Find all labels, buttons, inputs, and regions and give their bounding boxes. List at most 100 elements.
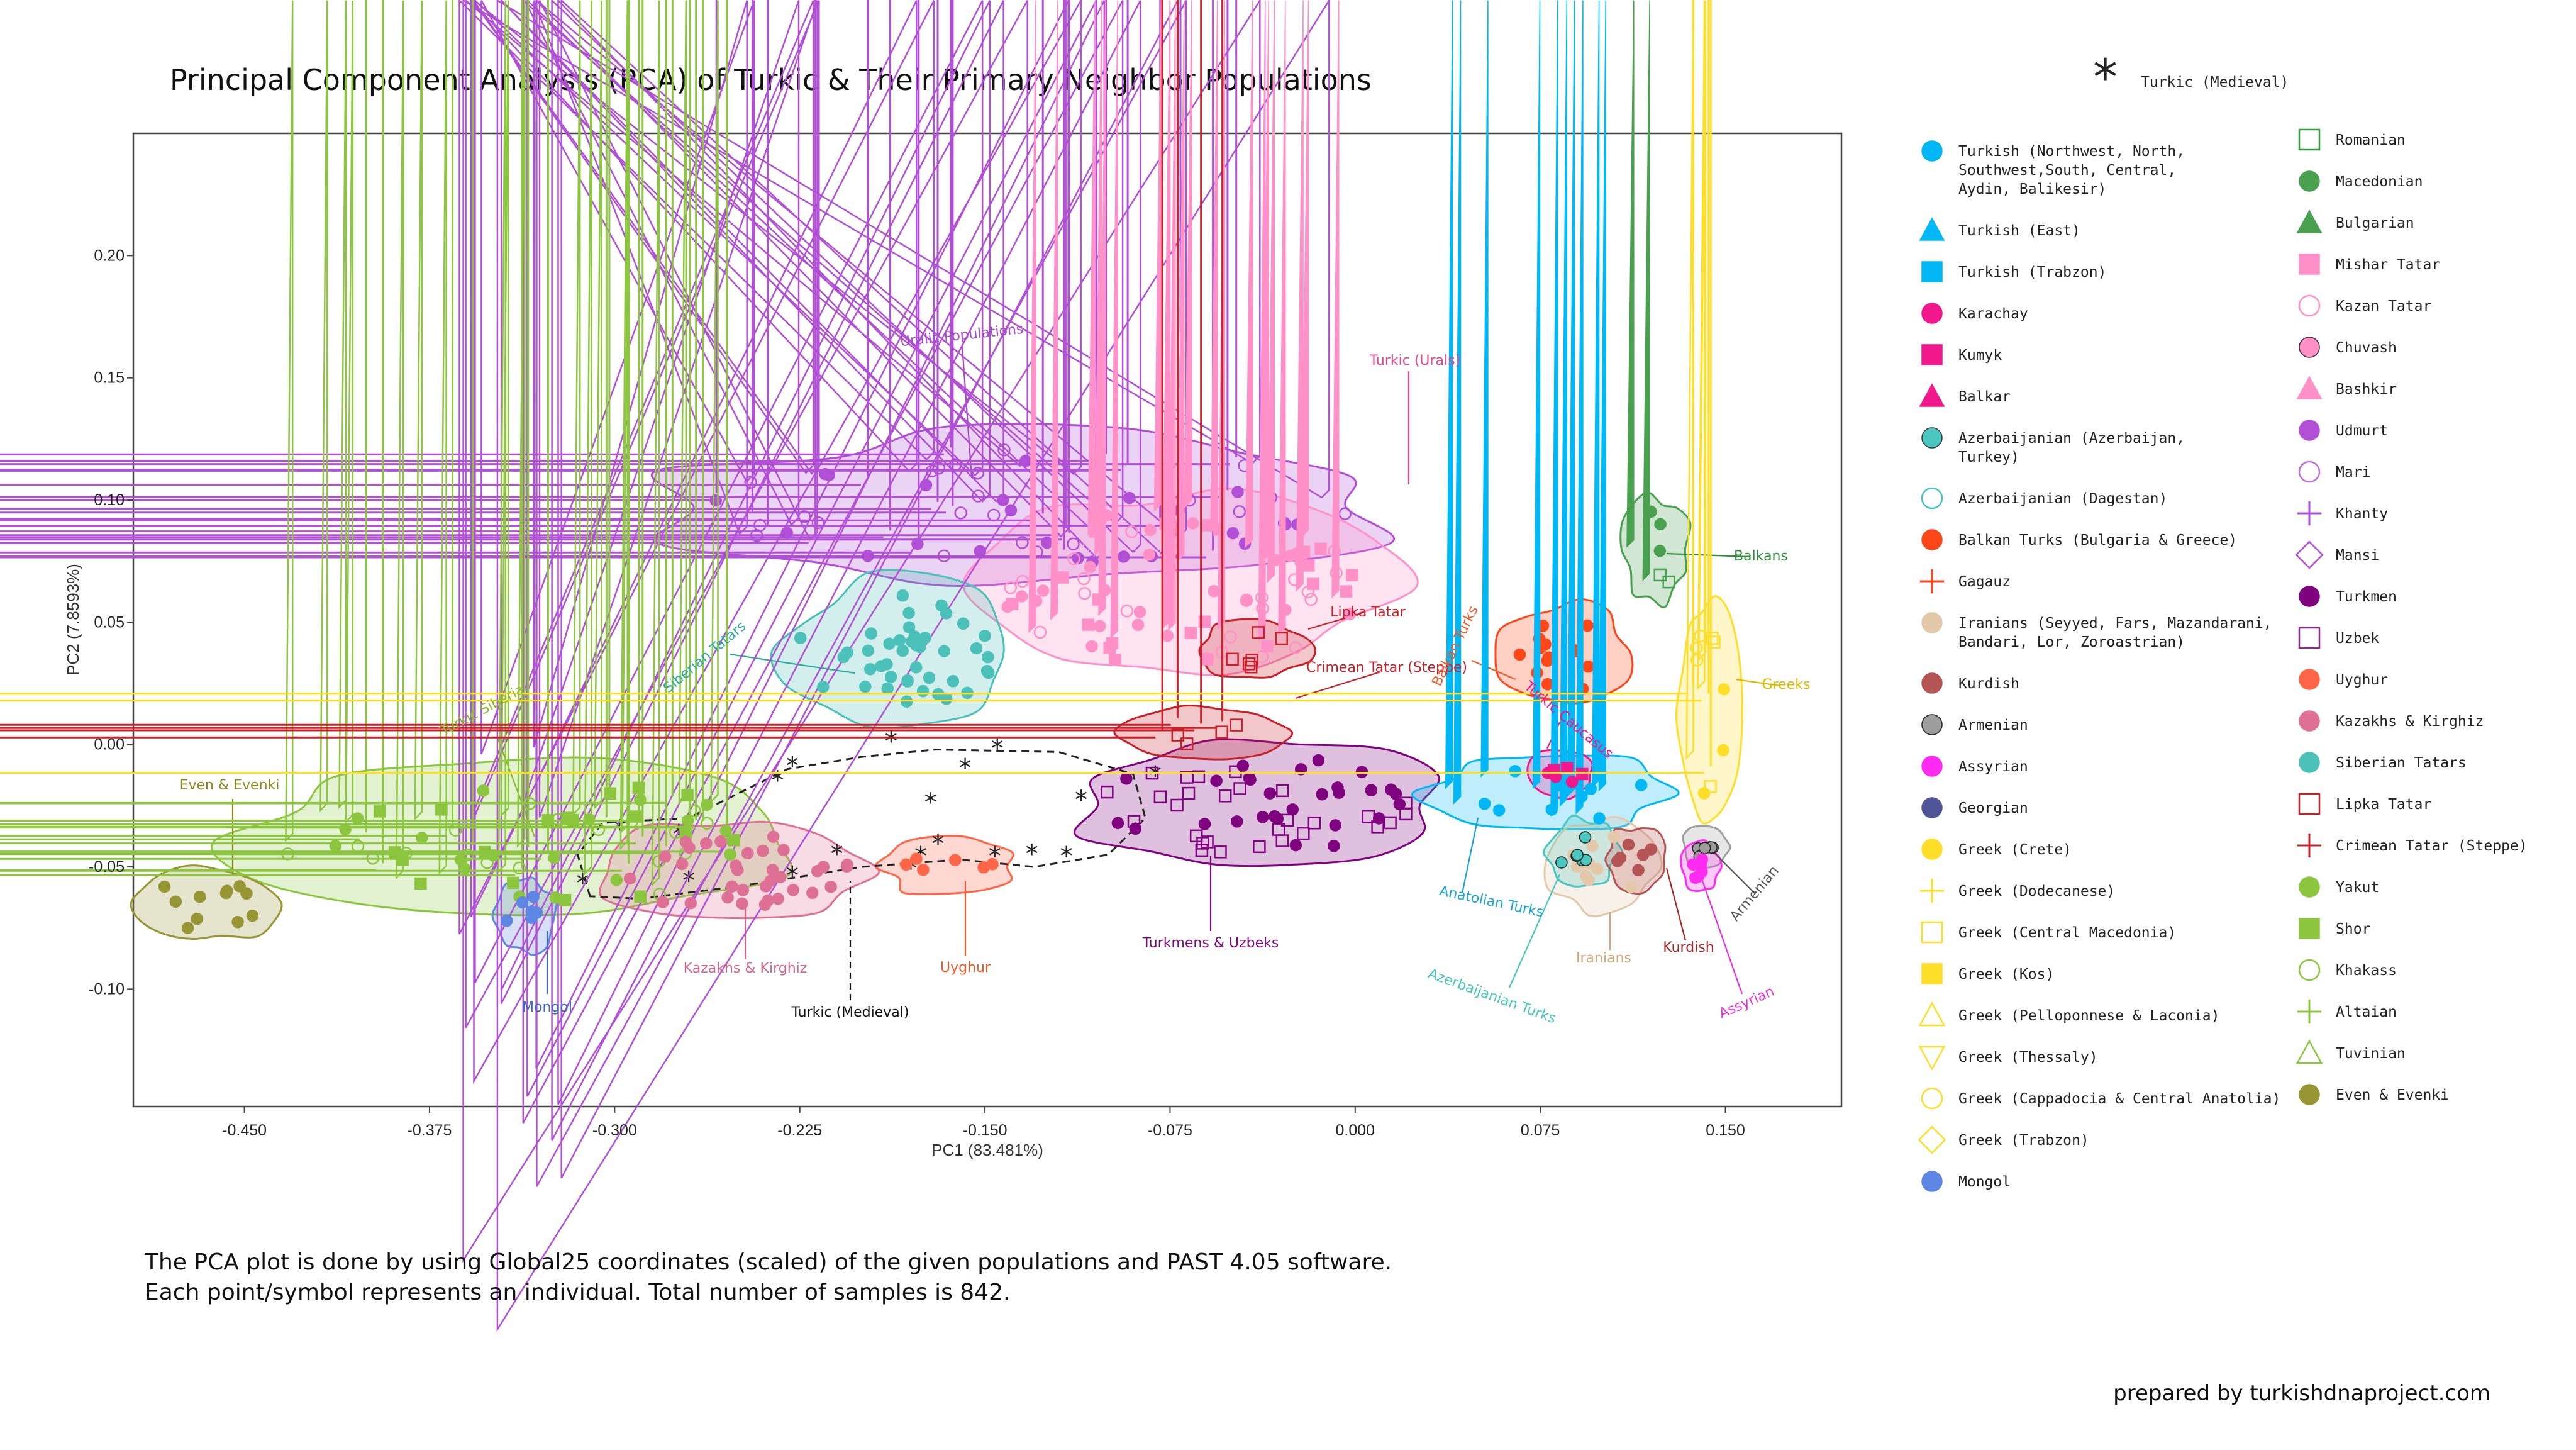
data-point	[1196, 837, 1209, 850]
data-point	[1101, 785, 1114, 799]
data-point	[728, 834, 740, 847]
data-point	[1125, 525, 1138, 538]
data-point	[480, 0, 755, 755]
y-tick-label: 0.20	[94, 247, 125, 264]
data-point	[1192, 770, 1206, 784]
medieval-point: *	[786, 862, 799, 891]
legend-marker	[2298, 627, 2321, 649]
data-point	[1153, 790, 1167, 804]
data-point	[1255, 650, 1269, 664]
legend-marker	[1921, 839, 1943, 860]
data-point	[811, 516, 825, 530]
data-point	[1033, 625, 1047, 639]
data-point	[1445, 0, 1453, 789]
data-point	[1297, 827, 1310, 840]
data-point	[181, 922, 194, 934]
data-point	[1229, 765, 1242, 779]
legend-label: Greek (Dodecanese)	[1958, 883, 2115, 900]
data-point	[1016, 536, 1029, 549]
data-point	[1276, 784, 1289, 798]
legend-marker	[2296, 209, 2323, 233]
data-point	[1084, 560, 1097, 574]
legend-label: Lipka Tatar	[2336, 796, 2431, 813]
x-tick-label: -0.450	[222, 1122, 267, 1139]
data-point	[497, 0, 506, 874]
legend-label: Balkan Turks (Bulgaria & Greece)	[1958, 532, 2237, 549]
legend-marker	[1918, 1125, 1946, 1154]
data-point	[1598, 0, 1606, 792]
data-point	[957, 617, 970, 630]
data-point	[438, 0, 447, 875]
data-point	[758, 898, 772, 911]
data-point	[1109, 654, 1121, 666]
legend-label: Chuvash	[2336, 340, 2397, 356]
data-point	[1532, 0, 1541, 789]
legend-label: Kazakhs & Kirghiz	[2336, 713, 2484, 730]
legend-label: Karachay	[1958, 306, 2028, 322]
data-point	[530, 906, 543, 919]
cluster-label-balkans: Balkans	[1734, 549, 1788, 564]
data-point	[767, 830, 780, 843]
data-point	[750, 529, 763, 542]
data-point	[714, 835, 727, 848]
data-point	[1233, 505, 1246, 518]
data-point	[899, 858, 913, 871]
legend-label: Even & Evenki	[2336, 1087, 2449, 1103]
data-point	[1559, 0, 1568, 808]
x-tick-label: -0.225	[777, 1122, 822, 1139]
data-point	[462, 0, 1261, 1263]
data-point	[935, 599, 948, 612]
data-point	[724, 848, 736, 861]
medieval-key-icon: *	[2093, 50, 2118, 106]
data-point	[191, 912, 204, 925]
data-point	[736, 884, 750, 896]
legend-marker	[1921, 714, 1943, 735]
data-point	[1645, 843, 1658, 856]
data-point	[938, 645, 951, 657]
legend-label: Azerbaijanian (Azerbaijan,	[1958, 430, 2185, 447]
data-point	[1110, 0, 1118, 639]
data-point	[1131, 618, 1145, 631]
data-point	[1120, 604, 1134, 618]
data-point	[329, 839, 342, 852]
data-point	[414, 0, 423, 821]
data-point	[1161, 630, 1174, 642]
cluster-label-lipka: Lipka Tatar	[1330, 605, 1406, 620]
medieval-point: *	[959, 754, 972, 783]
legend-marker	[1921, 140, 1943, 162]
data-point	[1635, 779, 1648, 791]
legend-marker	[2296, 1039, 2323, 1064]
data-point	[764, 874, 777, 888]
legend-marker	[1921, 344, 1943, 365]
legend-label: Iranians (Seyyed, Fars, Mazandarani,	[1958, 615, 2272, 632]
data-point	[1662, 575, 1675, 589]
data-point	[1362, 810, 1375, 823]
x-tick-label: 0.000	[1336, 1122, 1375, 1139]
data-point	[158, 880, 171, 893]
data-point	[231, 915, 244, 929]
data-point	[1653, 568, 1667, 582]
data-point	[1162, 0, 1171, 629]
data-point	[777, 844, 790, 857]
legend-marker	[2298, 460, 2321, 483]
data-point	[1607, 830, 1620, 844]
data-point	[1278, 0, 1286, 636]
y-tick-label: 0.05	[94, 613, 125, 631]
data-point	[513, 861, 526, 875]
medieval-point: *	[924, 788, 937, 817]
data-point	[794, 632, 807, 644]
data-point	[501, 0, 509, 818]
data-point	[551, 0, 1141, 1141]
legend-label: Greek (Trabzon)	[1958, 1132, 2089, 1149]
legend-marker	[1921, 612, 1943, 633]
data-point	[1100, 509, 1113, 522]
y-axis: -0.10 -0.05 0.00 0.05 0.10 0.15 0.20	[89, 247, 133, 998]
legend-label: Udmurt	[2336, 423, 2388, 439]
data-point	[1689, 871, 1702, 884]
data-point	[1242, 657, 1256, 671]
data-point	[919, 632, 931, 644]
data-point	[1171, 728, 1185, 742]
data-point	[780, 527, 794, 539]
data-point	[592, 823, 606, 837]
x-tick-label: -0.150	[963, 1122, 1008, 1139]
